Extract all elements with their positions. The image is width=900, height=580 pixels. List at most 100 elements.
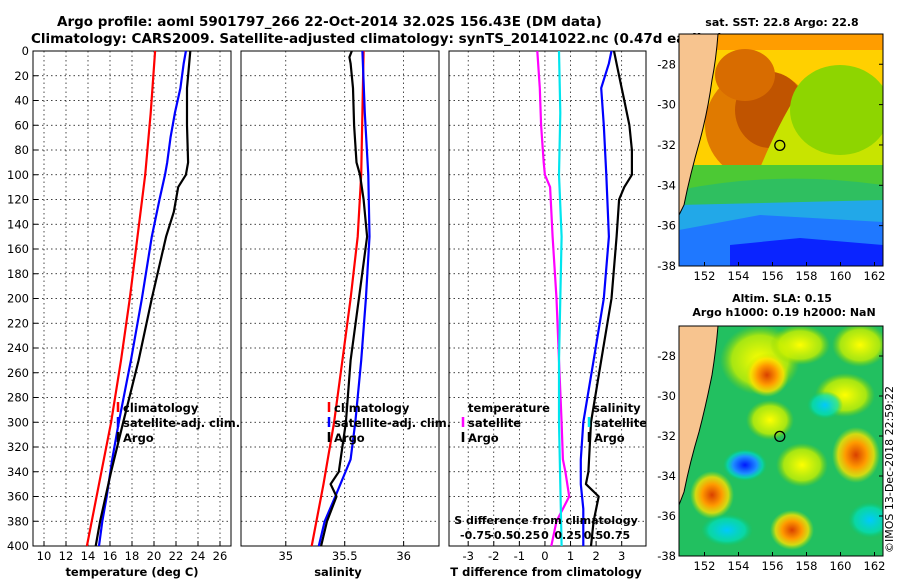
y-tick-label: 320: [7, 440, 29, 454]
legend-label-satellite: satellite-adj. clim.: [123, 416, 240, 430]
y-tick-label: 160: [7, 242, 29, 256]
figure-title-line1: Argo profile: aoml 5901797_266 22-Oct-20…: [57, 14, 602, 30]
legend-title-temperature: temperature: [468, 401, 550, 415]
sla-map-subtitle: Argo h1000: 0.19 h2000: NaN: [692, 306, 875, 319]
map-y-tick-label: -34: [657, 469, 676, 483]
series-line-satellite-adj-clim-: [317, 50, 371, 547]
sst-argo-location-marker: [774, 139, 786, 152]
legend-label-s-argo: Argo: [594, 431, 625, 445]
top-tick-label: 0.5: [584, 529, 604, 542]
sst-land: [679, 34, 718, 215]
legend-label-argo: Argo: [334, 431, 365, 445]
x-tick-label: 1: [567, 549, 574, 563]
top-tick-label: 0.25: [554, 529, 581, 542]
map-y-tick-label: -30: [657, 98, 676, 112]
map-y-tick-label: -36: [657, 509, 676, 523]
temperature-xlabel: temperature (deg C): [65, 565, 198, 579]
y-tick-label: 280: [7, 391, 29, 405]
y-tick-label: 400: [7, 539, 29, 553]
map-y-tick-label: -34: [657, 178, 676, 192]
legend-label-t-satellite: satellite: [468, 416, 521, 430]
y-tick-label: 120: [7, 193, 29, 207]
legend-label-satellite: satellite-adj. clim.: [334, 416, 451, 430]
difference-top-xlabel: S difference from climatology: [454, 514, 638, 527]
map-y-tick-label: -32: [657, 429, 676, 443]
salinity-legend: climatology satellite-adj. clim. Argo: [327, 401, 451, 445]
map-y-tick-label: -36: [657, 219, 676, 233]
top-tick-label: -0.5: [489, 529, 513, 542]
series-line-climatology: [310, 50, 365, 547]
x-tick-label: 35.5: [332, 549, 358, 563]
series-line-argo: [94, 50, 192, 547]
sla-map-title: Altim. SLA: 0.15: [732, 292, 832, 305]
temperature-panel: 0 20 40 60 80 100 120 140 160 180 200 220 240 260 280 3…: [7, 44, 240, 579]
x-tick-label: 14: [81, 549, 96, 563]
map-x-tick-label: 162: [864, 559, 886, 573]
map-x-tick-label: 160: [830, 269, 852, 283]
map-x-tick-label: 158: [796, 559, 818, 573]
x-tick-label: 2: [592, 549, 599, 563]
sla-map: Altim. SLA: 0.15 Argo h1000: 0.19 h2000:…: [657, 292, 886, 573]
legend-label-climatology: climatology: [334, 401, 410, 415]
map-x-tick-label: 156: [762, 559, 784, 573]
series-line-t-diff-satellite: [536, 50, 571, 547]
map-y-tick-label: -32: [657, 138, 676, 152]
x-tick-label: 24: [191, 549, 206, 563]
legend-label-climatology: climatology: [123, 401, 199, 415]
y-tick-label: 340: [7, 465, 29, 479]
map-x-tick-label: 156: [762, 269, 784, 283]
top-tick-label: -0.75: [460, 529, 492, 542]
series-line-climatology: [85, 50, 157, 547]
top-tick-label: -0.25: [509, 529, 541, 542]
map-y-tick-label: -28: [657, 57, 676, 71]
y-tick-label: 20: [14, 69, 29, 83]
legend-label-s-satellite: satellite: [594, 416, 647, 430]
difference-panel: -3 -2 -1 0 1 2 3 T difference from climatology…: [448, 50, 647, 579]
x-tick-label: 10: [37, 549, 52, 563]
map-x-tick-label: 152: [694, 559, 716, 573]
map-y-tick-label: -30: [657, 389, 676, 403]
sla-field: [679, 326, 883, 556]
map-x-tick-label: 162: [864, 269, 886, 283]
imos-credit: ©IMOS 13-Dec-2018 22:59:22: [883, 386, 896, 553]
series-line-argo: [320, 50, 369, 547]
x-tick-label: 0: [541, 549, 548, 563]
map-x-tick-label: 160: [830, 559, 852, 573]
salinity-axes-frame: [240, 50, 440, 547]
y-tick-label: 300: [7, 415, 29, 429]
x-tick-label: 12: [59, 549, 74, 563]
x-tick-label: 20: [147, 549, 162, 563]
legend-label-argo: Argo: [123, 431, 154, 445]
y-tick-label: 260: [7, 366, 29, 380]
map-x-tick-label: 154: [728, 559, 750, 573]
difference-axes-frame: [448, 50, 647, 547]
series-line-s-diff-argo: [584, 50, 634, 547]
x-tick-label: -1: [514, 549, 525, 563]
legend-title-salinity: salinity: [593, 401, 641, 415]
sst-field: [679, 34, 883, 266]
x-tick-label: 3: [618, 549, 625, 563]
y-tick-label: 380: [7, 514, 29, 528]
x-tick-label: 26: [213, 549, 228, 563]
y-tick-label: 180: [7, 267, 29, 281]
map-x-tick-label: 152: [694, 269, 716, 283]
y-tick-label: 140: [7, 217, 29, 231]
salinity-panel: 35 35.5 36 salinity climatology satellite-…: [240, 50, 451, 579]
x-tick-label: -2: [488, 549, 499, 563]
top-tick-label: 0.75: [603, 529, 630, 542]
series-line-s-diff-satellite: [557, 50, 563, 547]
y-tick-label: 0: [22, 44, 29, 58]
sla-map-frame: [678, 325, 884, 557]
x-tick-label: 35: [278, 549, 293, 563]
sla-argo-location-marker: [774, 430, 786, 443]
legend-label-t-argo: Argo: [468, 431, 499, 445]
x-tick-label: 16: [103, 549, 118, 563]
y-tick-label: 60: [14, 118, 29, 132]
y-tick-label: 200: [7, 292, 29, 306]
difference-xlabel: T difference from climatology: [450, 565, 642, 579]
x-tick-label: 18: [125, 549, 140, 563]
sst-map: sat. SST: 22.8 Argo: 22.8 -28 -30 -32 -34 -3…: [657, 16, 886, 283]
y-tick-label: 360: [7, 490, 29, 504]
series-line-t-diff-argo: [579, 50, 613, 546]
